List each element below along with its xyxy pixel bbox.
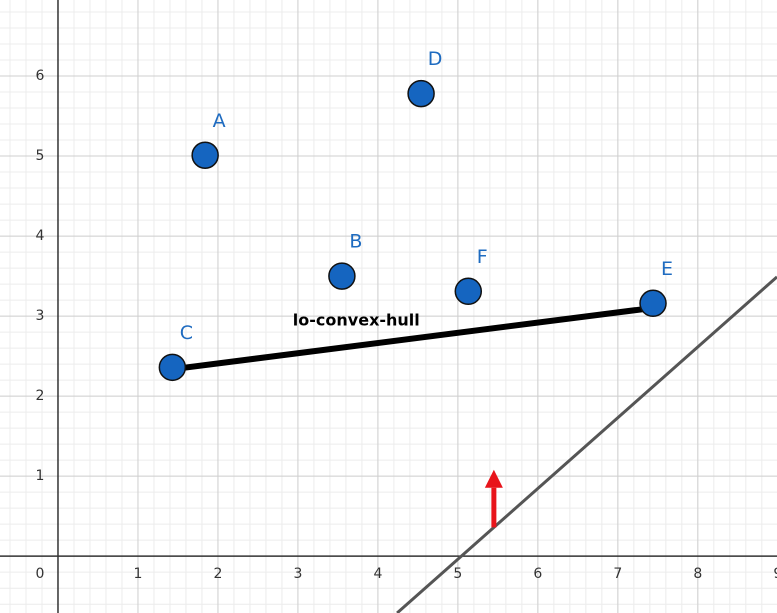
x-tick-label: 4 — [373, 566, 382, 582]
point-label: E — [661, 258, 673, 280]
x-tick-label: 2 — [213, 566, 222, 582]
point-label: A — [213, 110, 226, 132]
point-label: D — [428, 48, 443, 70]
x-tick-label: 0 — [36, 566, 45, 582]
point-label: C — [180, 322, 193, 344]
y-tick-label: 7 — [36, 0, 45, 4]
point-label: F — [477, 246, 488, 268]
point — [639, 289, 667, 318]
x-tick-label: 8 — [693, 566, 702, 582]
segment — [171, 304, 661, 372]
x-tick-label: 1 — [134, 566, 143, 582]
arrow-head — [484, 469, 503, 488]
segment-label: lo-convex-hull — [293, 311, 420, 330]
point — [158, 353, 187, 382]
point — [328, 262, 356, 290]
x-tick-label: 7 — [613, 566, 622, 582]
x-tick-label: 5 — [453, 566, 462, 582]
y-tick-label: 3 — [36, 308, 45, 324]
point — [191, 141, 219, 170]
y-tick-label: 5 — [36, 148, 45, 164]
y-tick-label: 6 — [36, 68, 45, 84]
point — [407, 79, 435, 108]
x-tick-label: 6 — [533, 566, 542, 582]
y-tick-label: 4 — [36, 228, 45, 244]
line — [396, 275, 777, 613]
y-tick-label: 1 — [36, 468, 45, 484]
point — [454, 277, 483, 306]
x-tick-label: 3 — [293, 566, 302, 582]
x-tick-label: 9 — [773, 566, 777, 582]
y-tick-label: 2 — [36, 388, 45, 404]
point-label: B — [349, 231, 362, 253]
